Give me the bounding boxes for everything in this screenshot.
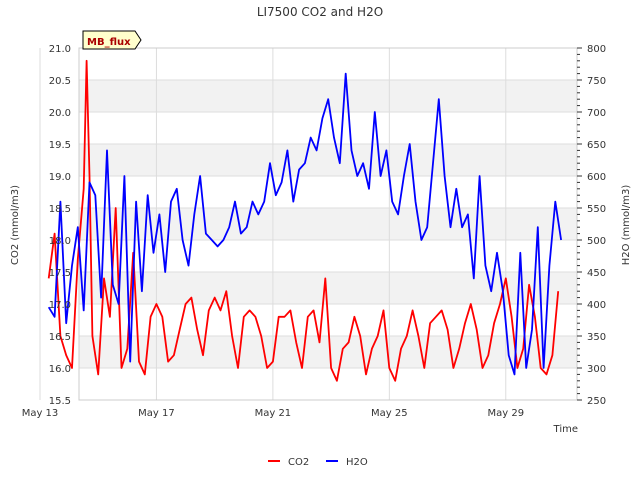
badge-label: MB_flux (87, 37, 131, 48)
x-tick-label: May 25 (371, 408, 408, 419)
y-left-tick-label: 18.5 (49, 204, 71, 215)
y-left-tick-label: 17.5 (49, 268, 71, 279)
y-left-tick-label: 16.0 (49, 364, 71, 375)
x-tick-label: May 21 (255, 408, 292, 419)
plot-band (79, 208, 577, 240)
y-left-tick-label: 17.0 (49, 300, 71, 311)
y-right-tick-label: 500 (587, 236, 606, 247)
badge-shape (82, 30, 142, 50)
y-right-tick-label: 600 (587, 172, 606, 183)
plot-frame (78, 47, 578, 401)
y-left-tick-label: 18.0 (49, 236, 71, 247)
y-right-tick-label: 800 (587, 44, 606, 55)
y-right-tick-label: 300 (587, 364, 606, 375)
x-tick-label: May 29 (487, 408, 524, 419)
series-layer (47, 59, 562, 382)
x-axis: May 13 May 17 May 21 May 25 May 29 (22, 408, 524, 419)
series-line-co2 (47, 59, 560, 382)
plot-band (79, 336, 577, 368)
series-line-h2o (47, 72, 562, 376)
y-right-tick-label: 550 (587, 204, 606, 215)
y-axis-left-label: CO2 (mmol/m3) (10, 185, 21, 265)
y-left-tick-label: 19.5 (49, 140, 71, 151)
y-right-tick-label: 700 (587, 108, 606, 119)
legend: CO2 H2O (268, 457, 368, 468)
y-axis-right: 250 300 350 400 450 500 550 600 650 700 750 800 (577, 44, 606, 407)
legend-label-co2: CO2 (288, 457, 309, 468)
y-left-tick-label: 16.5 (49, 332, 71, 343)
legend-label-h2o: H2O (346, 457, 368, 468)
x-tick-label: May 17 (138, 408, 175, 419)
y-right-tick-label: 400 (587, 300, 606, 311)
plot-band (79, 80, 577, 112)
x-tick-label: May 13 (22, 408, 59, 419)
y-left-tick-label: 15.5 (49, 396, 71, 407)
x-axis-label: Time (553, 424, 578, 435)
y-axis-right-label: H2O (mmol/m3) (621, 185, 632, 266)
y-right-tick-label: 750 (587, 76, 606, 87)
y-left-tick-label: 21.0 (49, 44, 71, 55)
plot-band (79, 144, 577, 176)
y-right-tick-label: 450 (587, 268, 606, 279)
badge: MB_flux (82, 30, 142, 50)
y-right-tick-label: 350 (587, 332, 606, 343)
y-right-tick-label: 650 (587, 140, 606, 151)
y-left-tick-label: 20.5 (49, 76, 71, 87)
chart-title: LI7500 CO2 and H2O (257, 5, 383, 19)
y-right-tick-label: 250 (587, 396, 606, 407)
y-left-tick-label: 19.0 (49, 172, 71, 183)
y-left-tick-label: 20.0 (49, 108, 71, 119)
y-axis-left: 15.5 16.0 16.5 17.0 17.5 18.0 18.5 19.0 19.5 20.0… (49, 44, 71, 407)
